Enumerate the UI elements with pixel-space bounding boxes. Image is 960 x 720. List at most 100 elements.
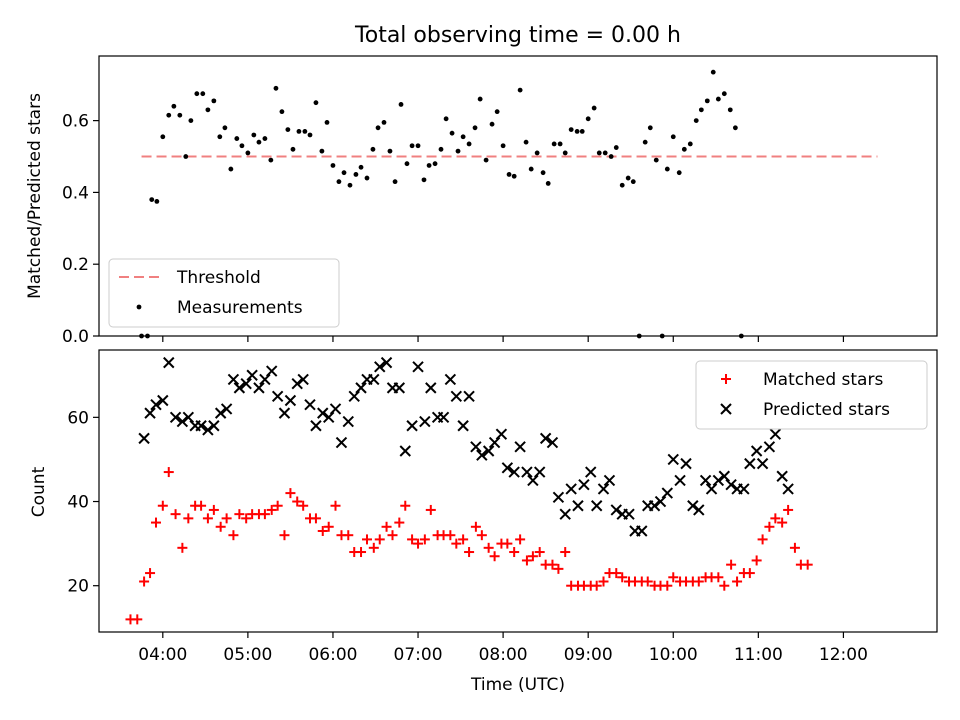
predicted-star-point <box>291 377 303 390</box>
legend-measurements-swatch <box>136 304 142 310</box>
measurement-point <box>341 170 347 176</box>
ratio-x-axis <box>162 336 845 342</box>
measurement-point <box>659 333 665 339</box>
legend-predicted-swatch <box>720 403 732 415</box>
measurement-point <box>313 100 319 106</box>
measurement-point <box>409 143 415 149</box>
predicted-star-point <box>470 441 482 453</box>
measurement-point <box>239 143 245 149</box>
predicted-star-point <box>310 420 322 432</box>
count-y-axis-label: Count <box>29 466 49 517</box>
measurement-point <box>279 109 285 115</box>
matched-star-point <box>323 521 334 532</box>
predicted-star-point <box>240 377 252 390</box>
matched-star-point <box>515 534 526 545</box>
predicted-star-point <box>527 474 539 487</box>
predicted-star-point <box>738 483 750 495</box>
measurement-point <box>194 91 200 97</box>
predicted-star-point <box>157 394 169 407</box>
predicted-star-point <box>227 373 240 386</box>
measurement-point <box>693 118 699 124</box>
predicted-star-point <box>437 411 450 424</box>
measurement-point <box>613 145 619 150</box>
measurement-point <box>449 130 455 136</box>
measurement-point <box>630 179 636 185</box>
matched-star-point <box>458 534 469 545</box>
measurement-point <box>506 172 512 177</box>
measurement-point <box>268 157 274 163</box>
predicted-star-point <box>412 361 424 373</box>
measurement-point <box>149 197 155 202</box>
measurement-point <box>256 139 262 145</box>
matched-star-point <box>234 509 245 520</box>
predicted-star-point <box>552 491 565 504</box>
predicted-star-point <box>546 436 559 449</box>
count-x-tick-label: 08:00 <box>479 645 528 665</box>
count-y-axis: 20 40 60 <box>67 408 99 597</box>
measurement-point <box>698 107 704 113</box>
predicted-star-point <box>476 449 488 461</box>
measurement-point <box>574 128 580 134</box>
predicted-star-point <box>444 373 457 386</box>
matched-star-point <box>509 547 520 558</box>
measurement-point <box>290 146 296 152</box>
legend-measurements-label: Measurements <box>177 298 303 318</box>
ratio-y-tick-label: 0.2 <box>62 255 89 275</box>
ratio-y-tick-label: 0.4 <box>62 183 89 203</box>
count-x-tick-label: 11:00 <box>734 645 783 665</box>
predicted-star-point <box>457 420 469 432</box>
measurement-point <box>330 163 336 168</box>
predicted-star-point <box>348 390 360 403</box>
measurement-point <box>619 182 625 188</box>
measurement-point <box>540 170 546 176</box>
measurement-point <box>466 141 472 147</box>
matched-star-point <box>777 517 788 528</box>
predicted-star-point <box>214 407 227 419</box>
measurement-point <box>217 134 223 140</box>
matched-star-point <box>139 576 150 587</box>
matched-star-point <box>757 534 768 545</box>
matched-star-point <box>451 538 462 549</box>
ratio-panel: 0.0 0.2 0.4 0.6 Matched/Predicted stars Thr… <box>25 55 938 347</box>
measurement-point <box>551 141 557 147</box>
ratio-legend: Threshold Measurements <box>108 258 340 328</box>
measurement-point <box>545 181 551 186</box>
predicted-star-point <box>699 474 712 487</box>
measurement-point <box>211 98 217 104</box>
measurement-point <box>324 120 330 125</box>
matched-star-point <box>642 576 653 587</box>
chart-title: Total observing time = 0.00 h <box>354 23 681 48</box>
predicted-star-point <box>508 466 520 478</box>
matched-star-point <box>425 504 436 515</box>
matched-star-point <box>177 542 188 553</box>
predicted-star-point <box>495 428 508 440</box>
matched-star-point <box>732 576 743 587</box>
measurement-point <box>687 141 693 147</box>
matched-star-point <box>394 517 405 528</box>
measurement-point <box>715 96 721 102</box>
predicted-star-point <box>750 445 763 457</box>
measurement-point <box>625 175 631 181</box>
matched-star-point <box>547 559 558 570</box>
measurement-point <box>511 173 517 179</box>
matched-star-point <box>598 576 609 587</box>
legend-matched-label: Matched stars <box>763 370 883 390</box>
measurement-point <box>500 143 506 149</box>
matched-star-point <box>317 525 328 536</box>
measurement-point <box>647 125 653 131</box>
measurement-point <box>489 121 495 127</box>
count-y-tick-label: 60 <box>67 408 89 428</box>
predicted-star-point <box>368 373 380 386</box>
count-x-tick-label: 07:00 <box>394 645 443 665</box>
matched-star-point <box>228 530 239 541</box>
matched-star-point <box>151 517 162 528</box>
matched-star-point <box>419 534 430 545</box>
predicted-star-point <box>482 445 495 457</box>
predicted-star-point <box>271 390 284 403</box>
measurement-point <box>477 96 483 102</box>
ratio-y-axis-label: Matched/Predicted stars <box>25 93 45 299</box>
measurement-point <box>381 120 387 125</box>
matched-star-point <box>470 521 481 532</box>
predicted-star-point <box>603 474 616 487</box>
predicted-star-point <box>636 525 648 537</box>
